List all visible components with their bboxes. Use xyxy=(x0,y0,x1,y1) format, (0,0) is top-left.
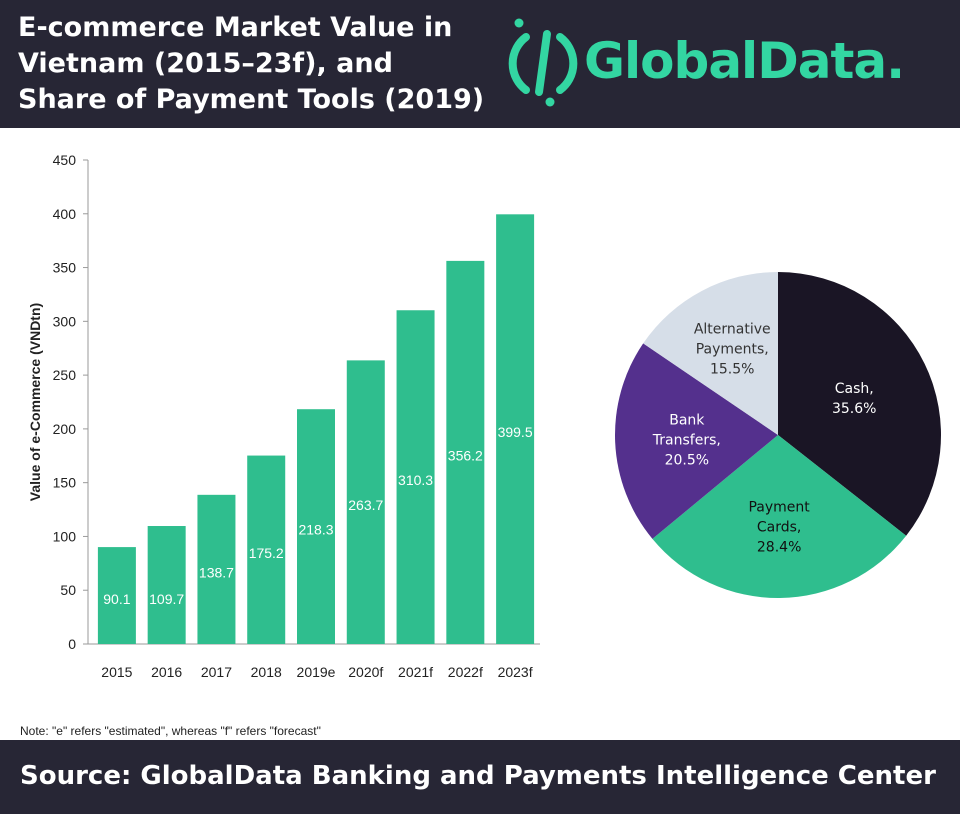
bar-data-label: 175.2 xyxy=(249,545,284,561)
pie-slice-label: Cards, xyxy=(757,519,802,535)
bar-data-label: 310.3 xyxy=(398,472,433,488)
bar-chart: 0 50 100 150 200 250 300 350 400 450 90.1 2015 109.7… xyxy=(27,152,540,680)
pie-slice-label: Cash, xyxy=(835,381,874,397)
y-axis-title: Value of e-Commerce (VNDtn) xyxy=(27,303,43,501)
bar xyxy=(247,455,286,644)
title-line: Vietnam (2015–23f), and xyxy=(18,48,393,79)
bar xyxy=(197,494,236,644)
title-line: Share of Payment Tools (2019) xyxy=(18,84,485,115)
pie-slice-value: 28.4% xyxy=(757,539,801,555)
x-tick-label: 2019e xyxy=(297,664,336,680)
globaldata-logo: GlobalData. xyxy=(498,18,948,108)
pie-slice xyxy=(643,272,778,435)
source-text: Source: GlobalData Banking and Payments … xyxy=(20,761,936,791)
pie-slice-label: Payments, xyxy=(696,342,769,358)
chart-note: Note: "e" refers "estimated", whereas "f… xyxy=(20,724,321,738)
y-tick-label: 100 xyxy=(53,528,77,544)
x-tick-label: 2021f xyxy=(398,664,433,680)
y-tick-label: 200 xyxy=(53,421,77,437)
chart-area: 0 50 100 150 200 250 300 350 400 450 90.1 2015 109.7… xyxy=(0,128,960,740)
bar-data-label: 263.7 xyxy=(348,497,383,513)
bar xyxy=(446,260,485,644)
pie-slice-label: Bank xyxy=(669,412,705,428)
bar xyxy=(496,214,535,644)
x-tick-label: 2015 xyxy=(101,664,132,680)
y-tick-label: 350 xyxy=(53,260,77,276)
chart-title: E-commerce Market Value in Vietnam (2015… xyxy=(18,10,498,118)
bar xyxy=(396,310,435,644)
y-tick-label: 450 xyxy=(53,152,77,168)
globaldata-logo-mark-icon xyxy=(508,18,578,107)
y-tick-label: 300 xyxy=(53,313,77,329)
pie-slice-label: Alternative xyxy=(694,322,771,338)
pie-slice-label: Payment xyxy=(748,499,810,515)
bar-data-label: 90.1 xyxy=(103,591,130,607)
bar-data-label: 109.7 xyxy=(149,591,184,607)
bar xyxy=(97,547,136,644)
x-tick-label: 2017 xyxy=(201,664,232,680)
pie-slice xyxy=(652,435,907,598)
header-banner: E-commerce Market Value in Vietnam (2015… xyxy=(0,0,960,128)
footer-banner: Source: GlobalData Banking and Payments … xyxy=(0,740,960,814)
bar xyxy=(297,409,335,644)
x-tick-label: 2023f xyxy=(498,664,533,680)
x-tick-label: 2020f xyxy=(348,664,383,680)
bar xyxy=(147,526,186,644)
y-tick-label: 150 xyxy=(53,475,77,491)
x-tick-label: 2018 xyxy=(251,664,282,680)
pie-slice xyxy=(615,343,778,539)
pie-slice-label: Transfers, xyxy=(652,432,721,448)
y-tick-label: 0 xyxy=(68,636,76,652)
x-tick-label: 2016 xyxy=(151,664,182,680)
x-tick-label: 2022f xyxy=(448,664,483,680)
bar-data-label: 138.7 xyxy=(199,564,234,580)
pie-chart: Cash, 35.6% Payment Cards, 28.4% Bank Transfer… xyxy=(615,272,941,598)
title-line: E-commerce Market Value in xyxy=(18,12,453,43)
bar-data-label: 399.5 xyxy=(498,424,533,440)
pie-slice-value: 20.5% xyxy=(665,452,709,468)
bar xyxy=(346,360,385,644)
y-tick-label: 250 xyxy=(53,367,77,383)
pie-slice-value: 35.6% xyxy=(832,401,876,417)
y-tick-label: 400 xyxy=(53,206,77,222)
bar-data-label: 218.3 xyxy=(298,522,333,538)
brand-name: GlobalData. xyxy=(584,32,905,90)
bar-data-label: 356.2 xyxy=(448,447,483,463)
pie-slice xyxy=(778,272,941,536)
pie-slice-value: 15.5% xyxy=(710,362,754,378)
y-tick-label: 50 xyxy=(60,582,76,598)
